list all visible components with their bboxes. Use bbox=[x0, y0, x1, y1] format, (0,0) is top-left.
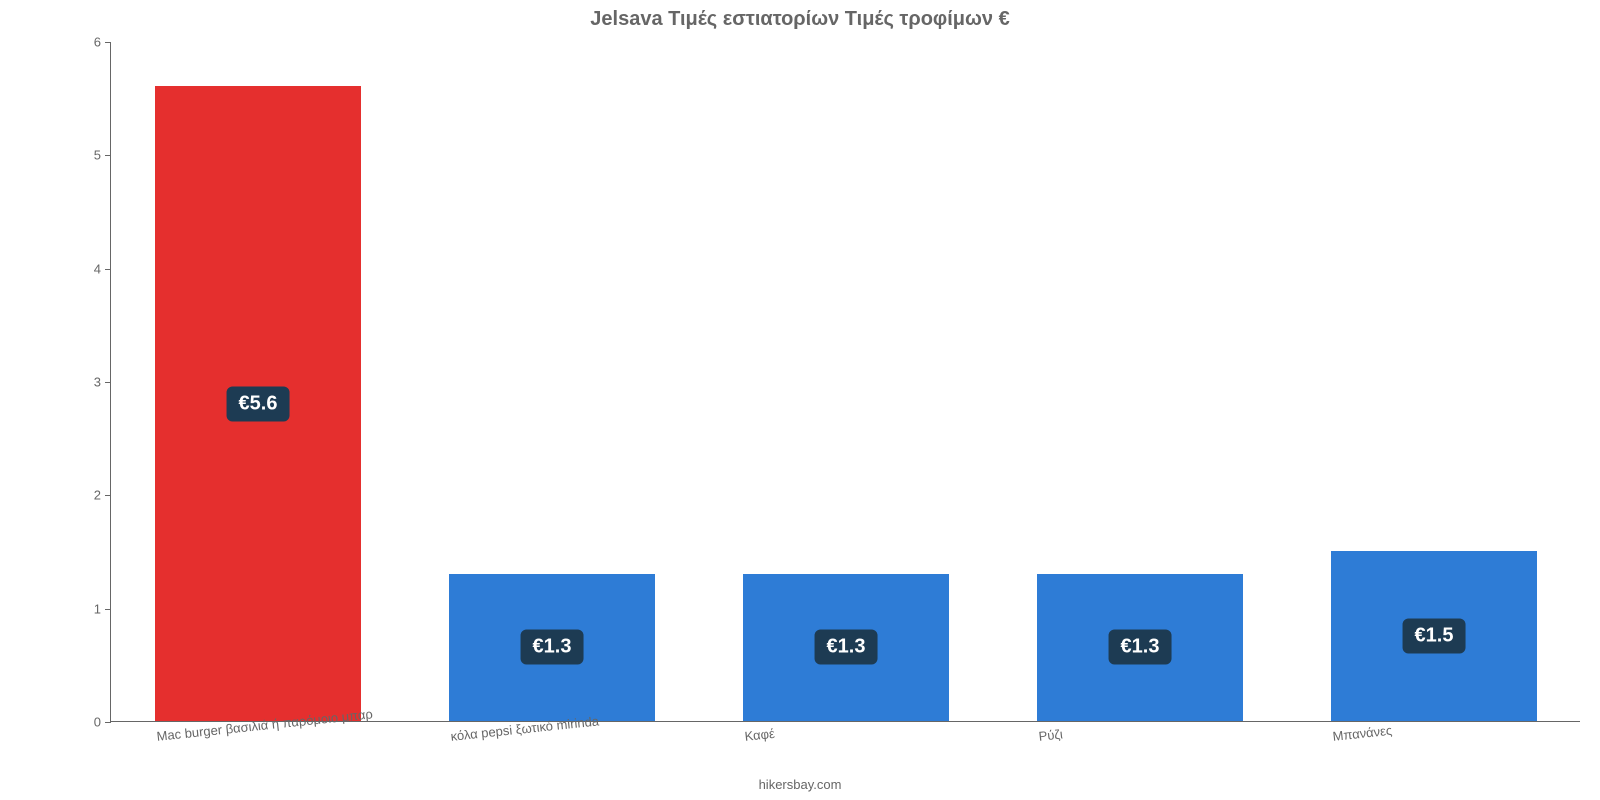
y-tick-mark bbox=[105, 382, 111, 383]
x-tick-label: Μπανάνες bbox=[1331, 715, 1393, 744]
y-tick-mark bbox=[105, 42, 111, 43]
y-tick-mark bbox=[105, 269, 111, 270]
bar: €1.5 bbox=[1331, 551, 1537, 721]
chart-title: Jelsava Τιμές εστιατορίων Τιμές τροφίμων… bbox=[0, 8, 1600, 31]
x-tick-label: Ρύζι bbox=[1037, 718, 1063, 743]
chart-footer: hikersbay.com bbox=[0, 777, 1600, 792]
y-tick-mark bbox=[105, 722, 111, 723]
bar-value-label: €1.3 bbox=[521, 630, 584, 665]
y-tick-mark bbox=[105, 609, 111, 610]
bar-value-label: €5.6 bbox=[227, 386, 290, 421]
bar: €1.3 bbox=[449, 574, 655, 721]
bar: €1.3 bbox=[1037, 574, 1243, 721]
x-tick-label: Καφέ bbox=[743, 718, 776, 744]
bar-value-label: €1.5 bbox=[1403, 619, 1466, 654]
chart-container: Jelsava Τιμές εστιατορίων Τιμές τροφίμων… bbox=[0, 0, 1600, 800]
bar: €5.6 bbox=[155, 86, 361, 721]
plot-area: 0123456€5.6Mac burger βασιλιά ή παρόμοιο… bbox=[110, 42, 1580, 722]
bar-value-label: €1.3 bbox=[1109, 630, 1172, 665]
y-tick-mark bbox=[105, 495, 111, 496]
y-tick-mark bbox=[105, 155, 111, 156]
bar: €1.3 bbox=[743, 574, 949, 721]
bar-value-label: €1.3 bbox=[815, 630, 878, 665]
